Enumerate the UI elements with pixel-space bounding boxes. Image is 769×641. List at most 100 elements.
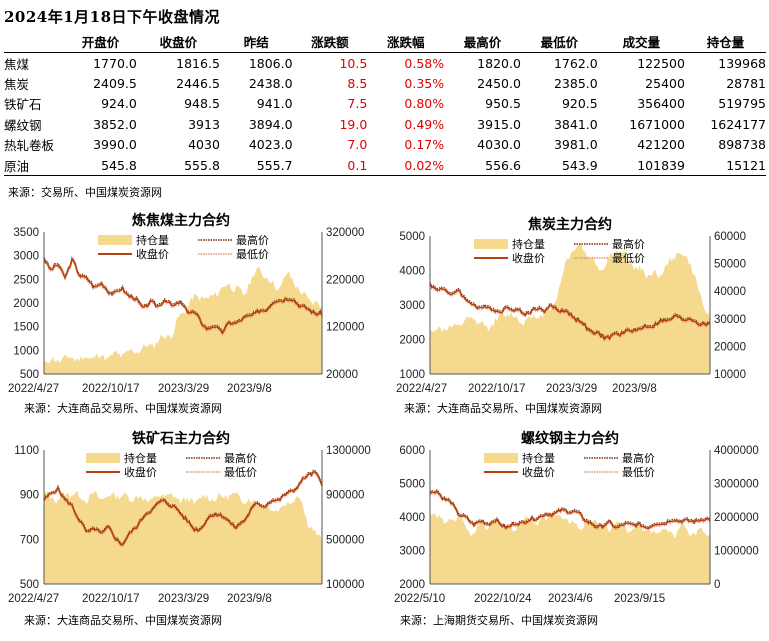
chart-coking-coal: 3500 3000 2500 2000 1500 1000 500 320000 220000 1… bbox=[8, 212, 364, 415]
column-header: 昨结 bbox=[219, 30, 293, 53]
close-price-line bbox=[429, 490, 711, 530]
table-cell: 2446.5 bbox=[176, 76, 220, 92]
x-tick-label: 2022/4/27 bbox=[396, 383, 447, 395]
x-tick-label: 2023/9/8 bbox=[612, 383, 657, 395]
table-cell: 1624177 bbox=[710, 116, 766, 132]
legend-swatch-oi bbox=[98, 235, 132, 245]
commodity-name: 焦炭 bbox=[4, 77, 30, 93]
table-cell: 545.8 bbox=[64, 154, 137, 177]
table-cell: 421200 bbox=[637, 137, 685, 153]
legend-label-high: 最高价 bbox=[224, 451, 257, 465]
y-tick-label: 3000 bbox=[399, 546, 425, 558]
table-row: 焦炭 2409.5 2446.5 2438.0 8.5 0.35% 2450.0 2385.0… bbox=[4, 73, 766, 93]
y-tick-label: 500 bbox=[20, 369, 39, 381]
y-tick-label: 3000 bbox=[13, 251, 39, 263]
y2-tick-label: 1300000 bbox=[326, 445, 371, 457]
y-tick-label: 5000 bbox=[399, 479, 425, 491]
column-header: 成交量 bbox=[597, 30, 685, 53]
table-cell: 543.9 bbox=[520, 154, 598, 177]
legend-label-close: 收盘价 bbox=[512, 251, 545, 265]
legend-label-low: 最低价 bbox=[612, 252, 645, 265]
legend-swatch-oi bbox=[86, 453, 120, 463]
table-cell: 1816.5 bbox=[176, 55, 220, 71]
low-price-line bbox=[43, 259, 323, 336]
close-price-line bbox=[43, 257, 323, 335]
table-cell: 0.49% bbox=[404, 116, 445, 132]
table-cell: 4030 bbox=[188, 137, 220, 153]
x-tick-label: 2023/9/8 bbox=[227, 383, 272, 395]
page-title: 2024年1月18日下午收盘情况 bbox=[4, 8, 221, 26]
table-cell: 0.58% bbox=[404, 55, 445, 71]
chart-source: 来源：大连商品交易所、中国煤炭资源网 bbox=[24, 613, 222, 627]
legend-label-low: 最低价 bbox=[224, 466, 257, 479]
low-price-line bbox=[429, 492, 711, 531]
y-tick-label: 1000 bbox=[399, 369, 425, 381]
table-cell: 3852.0 bbox=[93, 116, 137, 132]
legend-label-low: 最低价 bbox=[622, 466, 655, 479]
table-cell: 2438.0 bbox=[248, 76, 293, 92]
y2-tick-label: 500000 bbox=[326, 534, 364, 546]
x-tick-label: 2022/10/17 bbox=[82, 383, 140, 395]
legend-swatch-oi bbox=[484, 453, 518, 463]
commodity-name: 热轧卷板 bbox=[4, 138, 55, 154]
table-cell: 101839 bbox=[597, 154, 685, 177]
open-interest-area bbox=[430, 243, 710, 374]
legend-label-high: 最高价 bbox=[622, 451, 655, 465]
column-header: 持仓量 bbox=[684, 30, 766, 53]
table-cell: 0.35% bbox=[404, 76, 445, 92]
y-tick-label: 1500 bbox=[13, 322, 39, 334]
column-header: 最低价 bbox=[520, 30, 598, 53]
table-cell: 25400 bbox=[645, 76, 685, 92]
high-price-line bbox=[429, 281, 711, 339]
table-cell: 0.1 bbox=[292, 154, 368, 177]
y2-tick-label: 20000 bbox=[326, 369, 358, 381]
y2-tick-label: 4000000 bbox=[714, 445, 759, 457]
column-header: 涨跌幅 bbox=[367, 30, 445, 53]
table-header: 开盘价 收盘价 昨结 涨跌额 涨跌幅 最高价 最低价 成交量 持仓量 bbox=[4, 30, 766, 53]
y2-tick-label: 220000 bbox=[326, 274, 364, 286]
column-header: 开盘价 bbox=[64, 30, 137, 53]
y-tick-label: 2000 bbox=[399, 335, 425, 347]
y2-tick-label: 50000 bbox=[714, 259, 746, 271]
commodity-name: 铁矿石 bbox=[4, 97, 42, 113]
table-cell: 948.5 bbox=[184, 96, 220, 112]
y-tick-label: 3500 bbox=[13, 227, 39, 239]
open-interest-area bbox=[44, 267, 322, 374]
table-cell: 1770.0 bbox=[93, 55, 137, 71]
legend-label-oi: 持仓量 bbox=[522, 451, 555, 465]
y2-tick-label: 2000000 bbox=[714, 512, 759, 524]
open-interest-area bbox=[430, 510, 710, 584]
table-row: 热轧卷板 3990.0 4030 4023.0 7.0 0.17% 4030.0 3981.0… bbox=[4, 135, 766, 155]
table-cell: 556.6 bbox=[444, 154, 521, 177]
chart-title: 焦炭主力合约 bbox=[527, 216, 612, 233]
y-tick-label: 1000 bbox=[13, 345, 39, 357]
close-price-line bbox=[429, 283, 711, 341]
legend-label-low: 最低价 bbox=[236, 248, 269, 261]
table-cell: 0.17% bbox=[404, 137, 445, 153]
legend-label-close: 收盘价 bbox=[136, 247, 169, 261]
legend-label-close: 收盘价 bbox=[124, 465, 157, 479]
table-cell: 3981.0 bbox=[553, 137, 598, 153]
y2-tick-label: 20000 bbox=[714, 341, 746, 353]
low-price-line bbox=[43, 472, 323, 547]
y-tick-label: 5000 bbox=[399, 231, 425, 243]
legend-label-high: 最高价 bbox=[236, 233, 269, 247]
chart-rebar: 6000 5000 4000 3000 2000 4000000 3000000 200000… bbox=[394, 430, 759, 627]
commodity-name: 螺纹钢 bbox=[4, 117, 42, 133]
table-cell: 555.8 bbox=[136, 154, 220, 177]
table-cell: 3841.0 bbox=[553, 116, 598, 132]
y2-tick-label: 30000 bbox=[714, 314, 746, 326]
chart-title: 螺纹钢主力合约 bbox=[521, 430, 619, 447]
commodity-name: 原油 bbox=[4, 154, 65, 177]
legend-swatch-oi bbox=[474, 239, 508, 249]
table-row: 铁矿石 924.0 948.5 941.0 7.5 0.80% 950.5 920.5 3564… bbox=[4, 94, 766, 114]
y2-tick-label: 40000 bbox=[714, 286, 746, 298]
x-tick-label: 2022/4/27 bbox=[8, 383, 59, 395]
table-cell: 898738 bbox=[718, 137, 766, 153]
y2-tick-label: 10000 bbox=[714, 369, 746, 381]
table-cell: 2385.0 bbox=[553, 76, 598, 92]
x-tick-label: 2023/4/6 bbox=[548, 593, 593, 605]
y2-tick-label: 0 bbox=[714, 579, 720, 591]
x-tick-label: 2022/10/24 bbox=[474, 593, 532, 605]
close-price-line bbox=[43, 470, 323, 546]
